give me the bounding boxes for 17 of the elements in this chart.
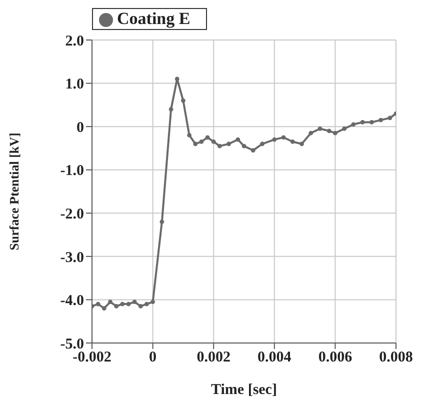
y-tick-label: 1.0	[65, 76, 84, 93]
legend-label: Coating E	[117, 9, 190, 28]
y-tick-label: -3.0	[60, 250, 84, 266]
y-tick-label: 0	[76, 120, 84, 136]
x-tick-label: 0.006	[318, 350, 353, 366]
y-tick-label: -1.0	[60, 163, 84, 180]
x-tick-label: 0.008	[379, 350, 413, 366]
y-tick-label: -5.0	[60, 336, 84, 352]
y-tick-label: -4.0	[60, 293, 84, 310]
x-tick-label: -0.002	[72, 350, 112, 366]
x-tick-label: 0.004	[258, 350, 292, 366]
y-tick-label: 2.0	[65, 33, 84, 50]
x-tick-label: 0.002	[196, 350, 230, 366]
y-tick-label: -2.0	[60, 206, 84, 222]
x-axis-title: Time [sec]	[211, 382, 277, 398]
y-axis-title: Surface Ptential [kV]	[6, 132, 22, 250]
x-tick-label: 0	[149, 350, 157, 366]
